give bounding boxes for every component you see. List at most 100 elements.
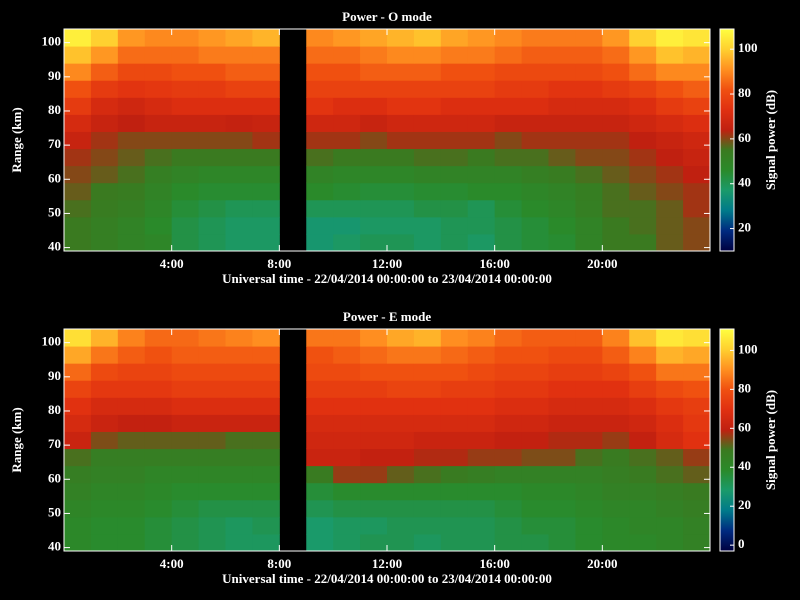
heatmap-cell [629,80,657,98]
heatmap-cell [306,533,334,551]
heatmap-cell [440,97,469,115]
heatmap-cell [494,199,523,218]
heatmap-cell [360,29,388,47]
heatmap-cell [656,329,684,347]
heatmap-cell [171,29,200,47]
heatmap-cell [64,199,92,218]
heatmap-cell [171,465,200,484]
heatmap-cell [656,233,684,251]
heatmap-cell [360,80,388,98]
y-tick-label: 40 [48,539,61,554]
heatmap-cell [333,80,361,98]
heatmap-cell [306,346,334,364]
heatmap-cell [387,114,415,132]
heatmap-cell [440,148,469,167]
heatmap-cell [225,397,253,415]
heatmap-cell [575,397,603,415]
heatmap-cell [64,148,92,167]
heatmap-cell [602,431,630,450]
heatmap-cell [144,329,173,347]
heatmap-cell [413,148,442,167]
heatmap-cell [683,329,710,347]
heatmap-cell [602,533,630,551]
heatmap-cell [306,148,334,167]
heatmap-cell [225,414,253,432]
heatmap-cell [656,380,684,398]
heatmap-cell [413,346,442,364]
heatmap-cell [333,329,361,347]
heatmap-cell [198,29,226,47]
heatmap-cell [252,233,280,251]
heatmap-cell [252,97,280,115]
heatmap-cell [64,182,92,201]
heatmap-cell [252,346,280,364]
heatmap-cell [144,363,173,381]
heatmap-cell [521,465,549,484]
heatmap-cell [90,431,119,450]
heatmap-cell [602,46,630,64]
heatmap-cell [575,516,603,535]
heatmap-cell [333,465,361,484]
heatmap-cell [171,63,200,81]
heatmap-cell [440,114,469,132]
heatmap-cell [117,329,146,347]
heatmap-cell [225,516,253,535]
heatmap-cell [602,199,630,218]
heatmap-cell [387,182,415,201]
heatmap-cell [521,46,549,64]
heatmap-cell [171,431,200,450]
heatmap-cell [548,448,576,467]
heatmap-cell [333,97,361,115]
heatmap-cell [225,97,253,115]
heatmap-cell [90,29,119,47]
heatmap-cell [467,448,496,467]
heatmap-cell [144,448,173,467]
heatmap-cell [575,182,603,201]
heatmap-cell [413,199,442,218]
heatmap-cell [64,346,92,364]
heatmap-cell [629,97,657,115]
heatmap-cell [144,199,173,218]
y-tick-label: 100 [42,334,62,349]
heatmap-cell [575,482,603,501]
heatmap-cell [117,114,146,132]
heatmap-cell [306,482,334,501]
heatmap-cell [656,414,684,432]
heatmap-cell [387,46,415,64]
heatmap-cell [333,148,361,167]
heatmap-cell [64,499,92,518]
heatmap-cell [252,499,280,518]
heatmap-cell [90,516,119,535]
heatmap-cell [90,63,119,81]
y-axis-label: Range (km) [9,407,24,472]
heatmap-cell [64,114,92,132]
heatmap-cell [198,199,226,218]
heatmap-cell [144,29,173,47]
heatmap-cell [521,182,549,201]
heatmap-cell [360,448,388,467]
heatmap-cell [225,131,253,150]
heatmap-cell [548,346,576,364]
heatmap-cell [494,114,523,132]
heatmap-cell [467,397,496,415]
heatmap-cell [252,533,280,551]
heatmap-cell [387,233,415,251]
heatmap-cell [225,329,253,347]
heatmap-cell [171,482,200,501]
heatmap-cell [387,63,415,81]
heatmap-cell [252,363,280,381]
heatmap-cell [387,199,415,218]
heatmap-cell [548,533,576,551]
heatmap-cell [629,329,657,347]
heatmap-cell [413,216,442,235]
heatmap-cell [575,233,603,251]
heatmap-cell [548,233,576,251]
heatmap-cells [64,329,710,551]
heatmap-cell [602,448,630,467]
heatmap-cell [521,148,549,167]
heatmap-cell [64,397,92,415]
heatmap-cell [440,363,469,381]
heatmap-cell [575,63,603,81]
heatmap-cell [117,97,146,115]
heatmap-cell [521,165,549,184]
